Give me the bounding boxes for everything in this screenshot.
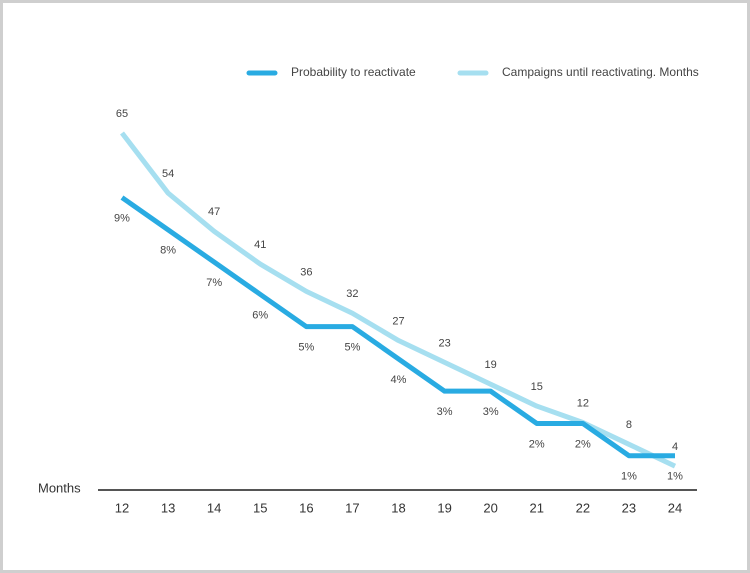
x-tick-label: 19 <box>437 500 451 515</box>
data-label: 41 <box>254 239 266 251</box>
x-tick-label: 24 <box>668 500 682 515</box>
x-tick-label: 14 <box>207 500 221 515</box>
x-tick-label: 16 <box>299 500 313 515</box>
data-label: 2% <box>529 438 545 450</box>
data-label: 3% <box>483 406 499 418</box>
data-label: 4 <box>672 441 678 453</box>
data-label: 4% <box>391 374 407 386</box>
data-label: 8 <box>626 419 632 431</box>
data-label: 1% <box>621 471 637 483</box>
data-label: 3% <box>437 406 453 418</box>
data-label: 7% <box>206 277 222 289</box>
legend-label: Probability to reactivate <box>291 65 416 79</box>
data-label: 5% <box>344 342 360 354</box>
data-label: 1% <box>667 471 683 483</box>
data-label: 23 <box>438 337 450 349</box>
data-label: 9% <box>114 212 130 224</box>
x-tick-label: 15 <box>253 500 267 515</box>
data-label: 6% <box>252 309 268 321</box>
x-axis-label: Months <box>38 480 81 495</box>
x-tick-label: 18 <box>391 500 405 515</box>
data-label: 47 <box>208 206 220 218</box>
series-line <box>120 195 675 459</box>
x-tick-label: 22 <box>576 500 590 515</box>
data-label: 54 <box>162 168 174 180</box>
x-tick-label: 23 <box>622 500 636 515</box>
x-tick-label: 13 <box>161 500 175 515</box>
x-tick-label: 12 <box>115 500 129 515</box>
data-label: 2% <box>575 438 591 450</box>
x-tick-label: 21 <box>530 500 544 515</box>
data-label: 8% <box>160 245 176 257</box>
data-label: 65 <box>116 108 128 120</box>
data-label: 12 <box>577 397 589 409</box>
data-label: 36 <box>300 266 312 278</box>
data-label: 27 <box>392 315 404 327</box>
data-label: 15 <box>531 381 543 393</box>
data-label: 32 <box>346 288 358 300</box>
x-tick-label: 20 <box>483 500 497 515</box>
legend-label: Campaigns until reactivating. Months <box>502 65 699 79</box>
data-label: 5% <box>298 342 314 354</box>
x-tick-label: 17 <box>345 500 359 515</box>
data-label: 19 <box>485 359 497 371</box>
